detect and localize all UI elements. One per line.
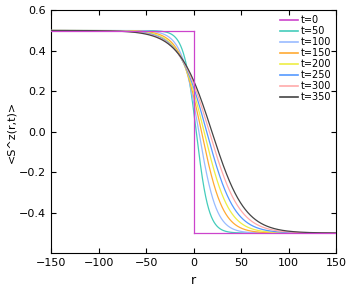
- X-axis label: r: r: [191, 274, 196, 287]
- Legend: t=0, t=50, t=100, t=150, t=200, t=250, t=300, t=350: t=0, t=50, t=100, t=150, t=200, t=250, t…: [279, 13, 333, 104]
- Y-axis label: <S^z(r,t)>: <S^z(r,t)>: [6, 101, 16, 163]
